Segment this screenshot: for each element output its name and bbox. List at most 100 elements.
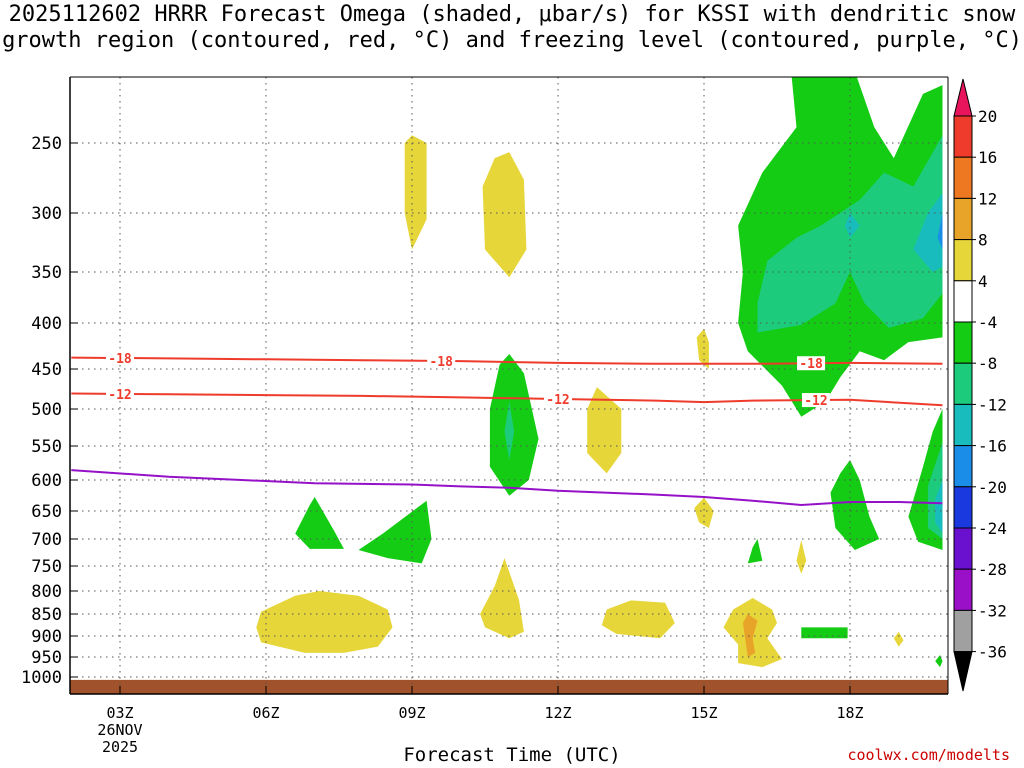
colorbar-label-11: -28 (978, 560, 1007, 579)
colorbar-label-0: 20 (978, 107, 997, 126)
colorbar-label-2: 12 (978, 189, 997, 208)
series-label-1-2: -12 (804, 394, 827, 409)
y-tick-label-750: 750 (31, 557, 62, 577)
series-label-0-0: -18 (108, 352, 132, 367)
colorbar-swatch-6 (953, 321, 973, 364)
y-tick-label-300: 300 (31, 204, 62, 224)
omega-region-0 (404, 135, 427, 250)
y-tick-label-450: 450 (31, 360, 62, 380)
colorbar-label-9: -20 (978, 478, 1007, 497)
colorbar-swatch-8 (953, 403, 973, 447)
series-label-bg-0-0 (106, 350, 134, 365)
omega-region-1 (482, 152, 527, 278)
chart-title: 2025112602 HRRR Forecast Omega (shaded, … (0, 2, 1024, 54)
omega-region-23 (937, 213, 943, 250)
colorbar-swatch-5 (953, 280, 973, 323)
x-tick-label-03Z: 03Z (106, 704, 133, 722)
y-tick-label-350: 350 (31, 263, 62, 283)
init-date-day: 26NOV (97, 721, 143, 739)
omega-region-24 (845, 213, 860, 238)
colorbar-label-13: -36 (978, 643, 1007, 662)
axes-layer: 2503003504004505005506006507007508008509… (21, 76, 949, 722)
x-tick-label-06Z: 06Z (252, 704, 279, 722)
series-label-bg-1-0 (106, 386, 134, 401)
colorbar-swatch-12 (953, 568, 973, 611)
series-label-bg-0-1 (427, 353, 456, 368)
omega-region-18 (893, 631, 904, 647)
chart-title-line-2: growth region (contoured, red, °C) and f… (2, 28, 1022, 53)
omega-region-27 (935, 480, 943, 534)
omega-region-14 (601, 600, 675, 639)
omega-region-3 (587, 387, 622, 474)
colorbar-swatch-3 (953, 197, 973, 241)
series-label-bg-0-2 (797, 356, 826, 371)
series-label-bg-1-1 (544, 391, 572, 406)
omega-region-2 (696, 328, 709, 369)
y-tick-label-1000: 1000 (21, 668, 62, 688)
y-tick-label-850: 850 (31, 605, 62, 625)
colorbar-label-3: 8 (978, 231, 988, 250)
colorbar-swatch-9 (953, 445, 973, 488)
omega-region-6 (694, 497, 714, 528)
omega-region-8 (358, 500, 432, 564)
colorbar-swatch-10 (953, 486, 973, 529)
omega-region-5 (504, 401, 515, 460)
grid-layer (70, 77, 948, 694)
series-line-2 (71, 469, 943, 507)
y-tick-label-950: 950 (31, 648, 62, 668)
omega-regions-layer (70, 77, 948, 694)
series-label-bg-1-2 (801, 393, 830, 408)
isotherm-lines-layer: -18 -18 -18 -12 -12 -12 (71, 350, 943, 507)
colorbar-label-8: -16 (978, 437, 1007, 456)
colorbar-swatch-1 (953, 115, 973, 158)
y-tick-label-250: 250 (31, 134, 62, 154)
x-tick-label-15Z: 15Z (690, 704, 717, 722)
colorbar: 20 16 12 8 4 -4 -8 -12 -16 -20 -24 -28 -32 -36 (953, 78, 1007, 692)
init-date: 26NOV 2025 (80, 722, 160, 756)
series-label-0-2: -18 (799, 357, 823, 372)
colorbar-label-6: -8 (978, 354, 997, 373)
y-tick-label-650: 650 (31, 502, 62, 522)
y-tick-label-800: 800 (31, 582, 62, 602)
omega-region-10 (796, 540, 807, 574)
credit-link[interactable]: coolwx.com/modelts (847, 746, 1010, 764)
omega-region-12 (480, 558, 524, 639)
colorbar-swatch-7 (953, 362, 973, 405)
y-tick-label-400: 400 (31, 314, 62, 334)
omega-region-11 (830, 460, 880, 550)
init-date-year: 2025 (101, 738, 139, 756)
omega-region-4 (489, 354, 539, 496)
y-tick-label-700: 700 (31, 530, 62, 550)
colorbar-swatch-4 (953, 239, 973, 282)
omega-region-7 (295, 497, 344, 549)
colorbar-swatch-13 (953, 609, 973, 653)
terrain-strip (70, 679, 948, 694)
colorbar-label-4: 4 (978, 272, 988, 291)
colorbar-swatch-2 (953, 156, 973, 199)
x-axis-label: Forecast Time (UTC) (403, 744, 621, 766)
colorbar-bottom-arrow (953, 651, 973, 692)
series-label-1-1: -12 (546, 393, 569, 408)
y-tick-label-900: 900 (31, 627, 62, 647)
x-tick-label-09Z: 09Z (398, 704, 425, 722)
chart-title-line-1: 2025112602 HRRR Forecast Omega (shaded, … (8, 2, 1016, 27)
series-label-0-1: -18 (429, 355, 453, 370)
omega-region-19 (935, 655, 943, 668)
series-label-1-0: -12 (108, 388, 131, 403)
y-tick-label-550: 550 (31, 437, 62, 457)
colorbar-label-10: -24 (978, 519, 1007, 538)
colorbar-label-7: -12 (978, 395, 1007, 414)
colorbar-label-5: -4 (978, 313, 997, 332)
colorbar-label-12: -32 (978, 601, 1007, 620)
x-tick-label-18Z: 18Z (836, 704, 863, 722)
colorbar-label-1: 16 (978, 148, 997, 167)
x-tick-label-12Z: 12Z (544, 704, 571, 722)
omega-region-16 (742, 614, 758, 657)
omega-region-9 (747, 539, 763, 564)
omega-region-13 (256, 591, 393, 653)
colorbar-swatch-11 (953, 527, 973, 570)
colorbar-top-arrow (953, 78, 973, 117)
y-tick-label-600: 600 (31, 471, 62, 491)
omega-region-17 (801, 627, 848, 639)
